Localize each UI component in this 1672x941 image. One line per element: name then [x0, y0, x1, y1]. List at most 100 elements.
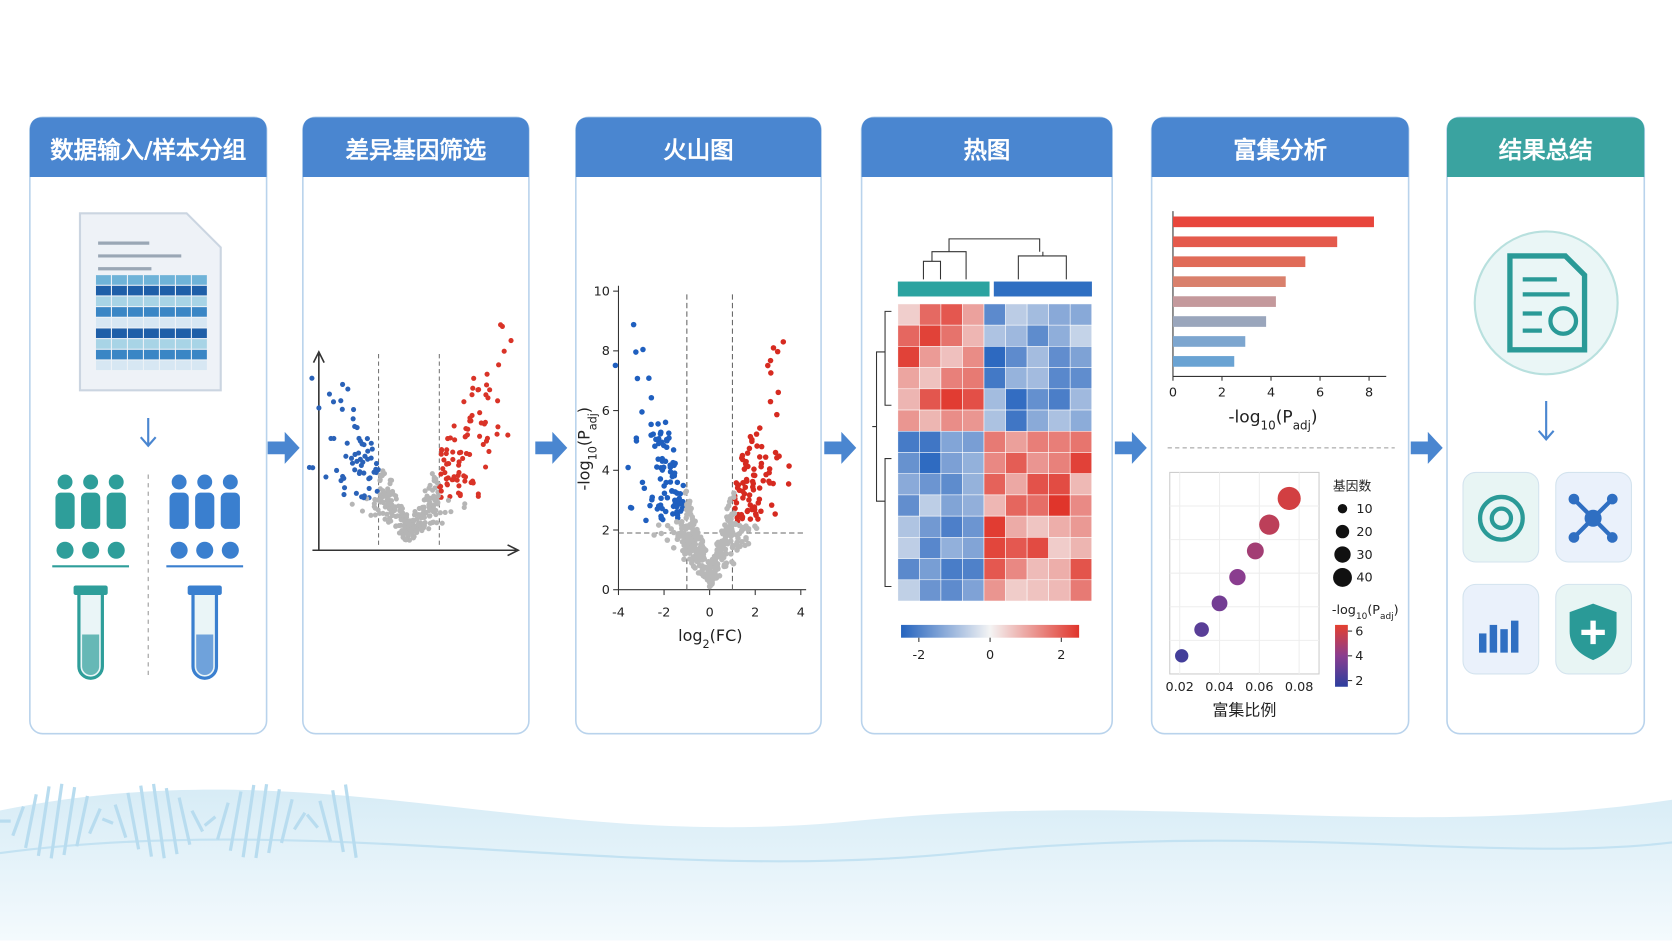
doc-cell: [191, 307, 207, 317]
x-tick-label: 6: [1316, 386, 1324, 401]
sample-dot: [196, 541, 214, 559]
doc-cell: [191, 285, 207, 296]
mini-point: [439, 447, 445, 453]
doc-cell: [95, 349, 111, 360]
heat-cell: [1069, 494, 1092, 517]
doc-cell: [95, 296, 111, 307]
mini-point: [461, 399, 467, 405]
doc-cell: [95, 328, 111, 339]
doc-cell: [111, 349, 127, 360]
volcano-point: [649, 494, 656, 501]
doc-cell: [143, 317, 159, 328]
volcano-point: [732, 505, 738, 512]
volcano-point: [758, 443, 765, 450]
volcano-point: [659, 467, 666, 473]
mini-point: [395, 513, 401, 519]
panel-title: 火山图: [663, 136, 733, 164]
label-part: (P: [1276, 407, 1293, 427]
volcano-point: [736, 487, 743, 494]
heat-cell: [1048, 558, 1071, 581]
mini-point: [323, 474, 329, 480]
volcano-point: [730, 494, 737, 500]
volcano-point: [760, 477, 766, 484]
volcano-point: [661, 490, 668, 497]
volcano-point: [694, 558, 700, 565]
heat-cell: [1026, 494, 1049, 517]
volcano-point: [666, 430, 672, 436]
volcano-point: [741, 466, 748, 472]
heat-cell: [897, 494, 920, 517]
heat-cell: [940, 558, 963, 581]
heat-cell: [1005, 430, 1028, 453]
mini-point: [431, 474, 437, 480]
heat-cell: [919, 409, 942, 432]
volcano-point: [780, 339, 787, 345]
shield-cross: [1581, 620, 1605, 645]
volcano-point: [680, 482, 687, 489]
mini-point: [483, 464, 489, 470]
dna-rung: [101, 817, 114, 825]
doc-cell: [111, 317, 127, 328]
flow-arrow: [1410, 431, 1443, 464]
doc-cell: [127, 307, 143, 317]
volcano-point: [768, 370, 774, 376]
volcano-point: [746, 497, 752, 503]
heat-cell: [1069, 430, 1092, 453]
volcano-point: [750, 480, 757, 487]
heat-cell: [962, 388, 985, 411]
mini-point: [463, 426, 469, 432]
volcano-point: [776, 453, 782, 459]
heat-cell: [1005, 346, 1028, 368]
volcano-point: [725, 503, 732, 509]
heat-cell: [1026, 367, 1049, 390]
mini-point: [382, 516, 388, 522]
panel-header: [29, 117, 267, 178]
mini-point: [365, 448, 371, 454]
heat-cell: [1005, 473, 1028, 496]
heat-cell: [940, 473, 963, 496]
x-tick-label: 0.06: [1245, 680, 1273, 695]
mini-point: [475, 387, 481, 393]
network-node: [1568, 532, 1580, 543]
panel-header: [861, 117, 1113, 178]
doc-cell: [159, 339, 175, 349]
heat-cell: [1005, 558, 1028, 581]
volcano-point: [743, 534, 749, 541]
volcano-point: [738, 455, 745, 461]
heat-cell: [1026, 324, 1049, 347]
mini-point: [430, 519, 436, 525]
heat-cell: [983, 367, 1006, 390]
volcano-point: [772, 511, 778, 517]
colorbar-label: -2: [912, 648, 925, 663]
mini-point: [462, 478, 468, 484]
report-icon: [1507, 253, 1588, 353]
label-part: ): [575, 407, 594, 413]
mini-point: [350, 416, 356, 422]
volcano-point: [703, 565, 710, 572]
volcano-point: [664, 494, 671, 501]
dna-rung: [241, 784, 256, 858]
bar: [1172, 236, 1338, 248]
mini-point: [485, 395, 491, 401]
doc-cell: [175, 296, 191, 307]
doc-cell: [127, 317, 143, 328]
heat-cell: [1048, 579, 1071, 602]
mini-point: [462, 433, 469, 439]
mini-point: [477, 410, 483, 416]
doc-cell: [111, 296, 127, 307]
axis-label: -log10(Padj): [575, 407, 600, 491]
heat-cell: [940, 303, 963, 326]
row-dendrogram: [872, 310, 892, 588]
heat-cell: [919, 452, 942, 474]
mini-point: [443, 450, 449, 457]
mini-point: [454, 477, 460, 483]
dna-rung: [113, 804, 128, 839]
volcano-point: [686, 550, 693, 556]
mini-point: [456, 483, 462, 489]
heat-cell: [983, 515, 1006, 538]
volcano-point: [767, 357, 774, 364]
mini-point: [341, 491, 347, 498]
mini-point: [438, 483, 444, 489]
sample-dot: [82, 541, 100, 559]
heat-cell: [962, 346, 985, 368]
